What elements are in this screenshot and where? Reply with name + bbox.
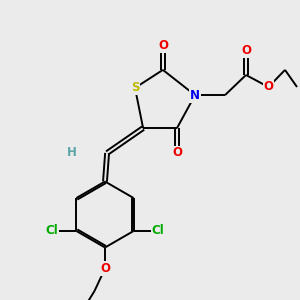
Text: Cl: Cl	[45, 224, 58, 238]
Text: S: S	[131, 81, 139, 94]
Text: O: O	[158, 39, 168, 52]
Text: H: H	[67, 146, 77, 160]
Text: O: O	[263, 80, 274, 94]
Text: O: O	[241, 44, 251, 58]
Text: N: N	[190, 88, 200, 102]
Text: O: O	[172, 146, 182, 160]
Text: O: O	[100, 262, 110, 275]
Text: Cl: Cl	[152, 224, 165, 238]
